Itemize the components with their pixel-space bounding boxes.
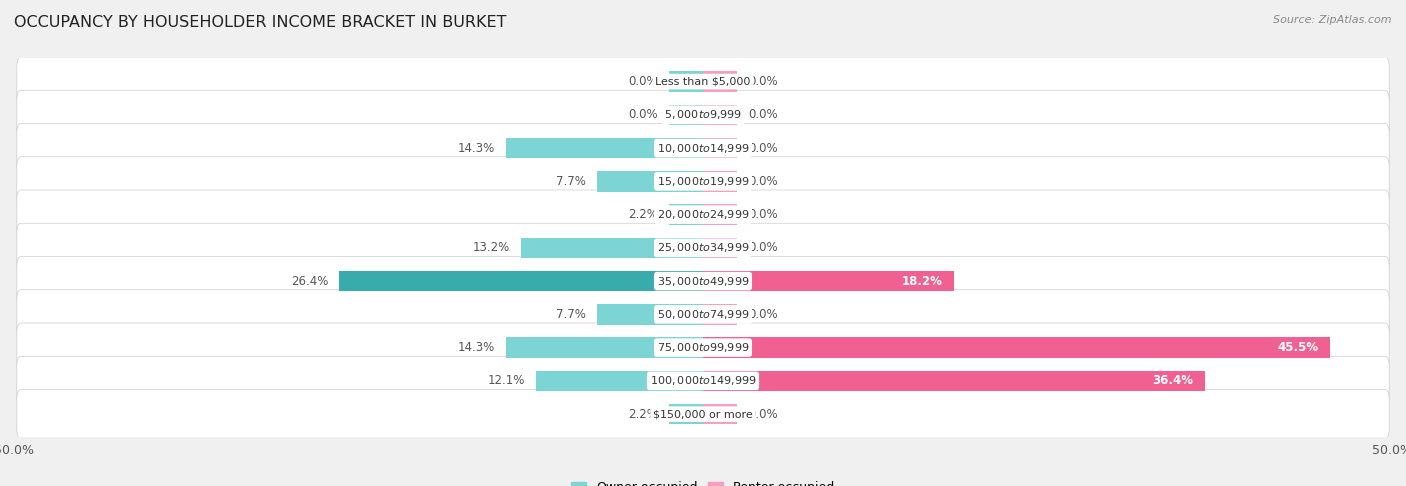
- Bar: [506, 337, 703, 358]
- Bar: [506, 138, 703, 158]
- Text: 0.0%: 0.0%: [748, 175, 778, 188]
- Bar: [703, 138, 738, 158]
- FancyBboxPatch shape: [17, 257, 1389, 306]
- Text: 0.0%: 0.0%: [628, 108, 658, 122]
- FancyBboxPatch shape: [17, 123, 1389, 173]
- Bar: [598, 171, 703, 191]
- Text: $75,000 to $99,999: $75,000 to $99,999: [657, 341, 749, 354]
- FancyBboxPatch shape: [17, 157, 1389, 206]
- Text: 2.2%: 2.2%: [627, 208, 658, 221]
- Text: 0.0%: 0.0%: [748, 242, 778, 254]
- FancyBboxPatch shape: [17, 57, 1389, 106]
- Bar: [703, 204, 738, 225]
- FancyBboxPatch shape: [17, 290, 1389, 339]
- Bar: [522, 238, 703, 258]
- Bar: [703, 370, 1205, 391]
- Bar: [703, 304, 738, 325]
- Bar: [669, 404, 703, 424]
- Text: 0.0%: 0.0%: [748, 75, 778, 88]
- FancyBboxPatch shape: [17, 389, 1389, 439]
- Bar: [703, 337, 1330, 358]
- FancyBboxPatch shape: [17, 190, 1389, 239]
- Text: 0.0%: 0.0%: [748, 308, 778, 321]
- Bar: [536, 370, 703, 391]
- Text: 2.2%: 2.2%: [627, 408, 658, 420]
- Text: Less than $5,000: Less than $5,000: [655, 77, 751, 87]
- Text: $15,000 to $19,999: $15,000 to $19,999: [657, 175, 749, 188]
- Text: 0.0%: 0.0%: [748, 141, 778, 155]
- Text: $10,000 to $14,999: $10,000 to $14,999: [657, 141, 749, 155]
- Text: 0.0%: 0.0%: [628, 75, 658, 88]
- Bar: [598, 304, 703, 325]
- Text: 14.3%: 14.3%: [458, 341, 495, 354]
- Text: 36.4%: 36.4%: [1153, 374, 1194, 387]
- Text: $150,000 or more: $150,000 or more: [654, 409, 752, 419]
- Text: $20,000 to $24,999: $20,000 to $24,999: [657, 208, 749, 221]
- Text: $25,000 to $34,999: $25,000 to $34,999: [657, 242, 749, 254]
- Text: $35,000 to $49,999: $35,000 to $49,999: [657, 275, 749, 288]
- Text: $50,000 to $74,999: $50,000 to $74,999: [657, 308, 749, 321]
- Bar: [339, 271, 703, 292]
- Text: Source: ZipAtlas.com: Source: ZipAtlas.com: [1274, 15, 1392, 25]
- Text: $5,000 to $9,999: $5,000 to $9,999: [664, 108, 742, 122]
- Text: 0.0%: 0.0%: [748, 208, 778, 221]
- Text: 18.2%: 18.2%: [901, 275, 943, 288]
- Text: 0.0%: 0.0%: [748, 408, 778, 420]
- Bar: [669, 104, 703, 125]
- Bar: [703, 238, 738, 258]
- Bar: [703, 271, 953, 292]
- FancyBboxPatch shape: [17, 223, 1389, 273]
- Text: 26.4%: 26.4%: [291, 275, 328, 288]
- Bar: [703, 404, 738, 424]
- Text: 45.5%: 45.5%: [1278, 341, 1319, 354]
- Text: 13.2%: 13.2%: [472, 242, 510, 254]
- Bar: [703, 71, 738, 92]
- Text: 7.7%: 7.7%: [555, 308, 586, 321]
- Bar: [669, 204, 703, 225]
- Bar: [703, 104, 738, 125]
- Bar: [703, 171, 738, 191]
- Text: $100,000 to $149,999: $100,000 to $149,999: [650, 374, 756, 387]
- Legend: Owner-occupied, Renter-occupied: Owner-occupied, Renter-occupied: [567, 476, 839, 486]
- FancyBboxPatch shape: [17, 323, 1389, 372]
- FancyBboxPatch shape: [17, 356, 1389, 405]
- Text: OCCUPANCY BY HOUSEHOLDER INCOME BRACKET IN BURKET: OCCUPANCY BY HOUSEHOLDER INCOME BRACKET …: [14, 15, 506, 30]
- FancyBboxPatch shape: [17, 90, 1389, 139]
- Bar: [669, 71, 703, 92]
- Text: 14.3%: 14.3%: [458, 141, 495, 155]
- Text: 7.7%: 7.7%: [555, 175, 586, 188]
- Text: 12.1%: 12.1%: [488, 374, 526, 387]
- Text: 0.0%: 0.0%: [748, 108, 778, 122]
